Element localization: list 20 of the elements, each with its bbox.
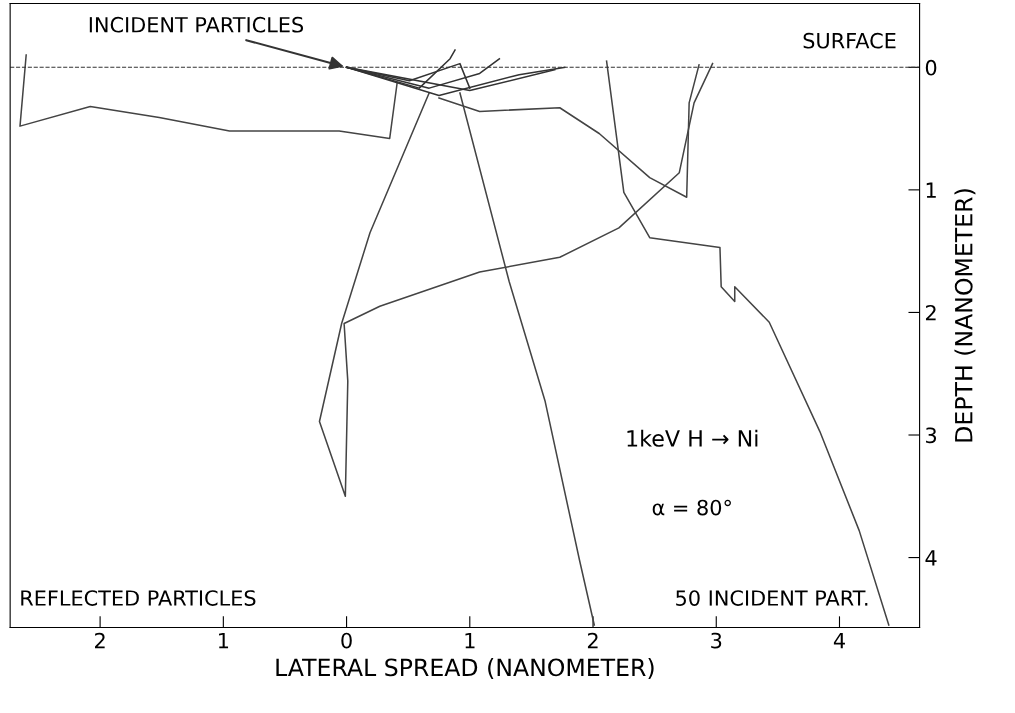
y-tick-label: 4 — [925, 550, 937, 566]
x-tick-label: 3 — [711, 632, 722, 649]
annotation: REFLECTED PARTICLES — [21, 590, 256, 606]
x-tick-label: 1 — [219, 632, 229, 649]
y-tick-label: 0 — [925, 59, 937, 76]
x-axis-title: LATERAL SPREAD (NANOMETER) — [276, 658, 654, 680]
x-tick-label: 1 — [465, 632, 475, 649]
x-tick-label: 0 — [341, 632, 352, 649]
annotation: α = 80° — [652, 499, 731, 516]
y-tick-label: 3 — [926, 427, 937, 444]
y-tick-label: 1 — [926, 182, 936, 198]
y-axis-title: DEPTH (NANOMETER) — [954, 189, 976, 442]
x-tick-label: 2 — [587, 632, 598, 649]
annotation: 50 INCIDENT PART. — [676, 590, 868, 606]
x-tick-label: 2 — [95, 632, 105, 649]
annotation: 1keV H → Ni — [627, 429, 758, 447]
y-tick-label: 2 — [925, 304, 936, 321]
x-tick-label: 4 — [833, 632, 845, 649]
ref-line-label: SURFACE — [803, 32, 896, 49]
annotation: INCIDENT PARTICLES — [89, 16, 304, 33]
